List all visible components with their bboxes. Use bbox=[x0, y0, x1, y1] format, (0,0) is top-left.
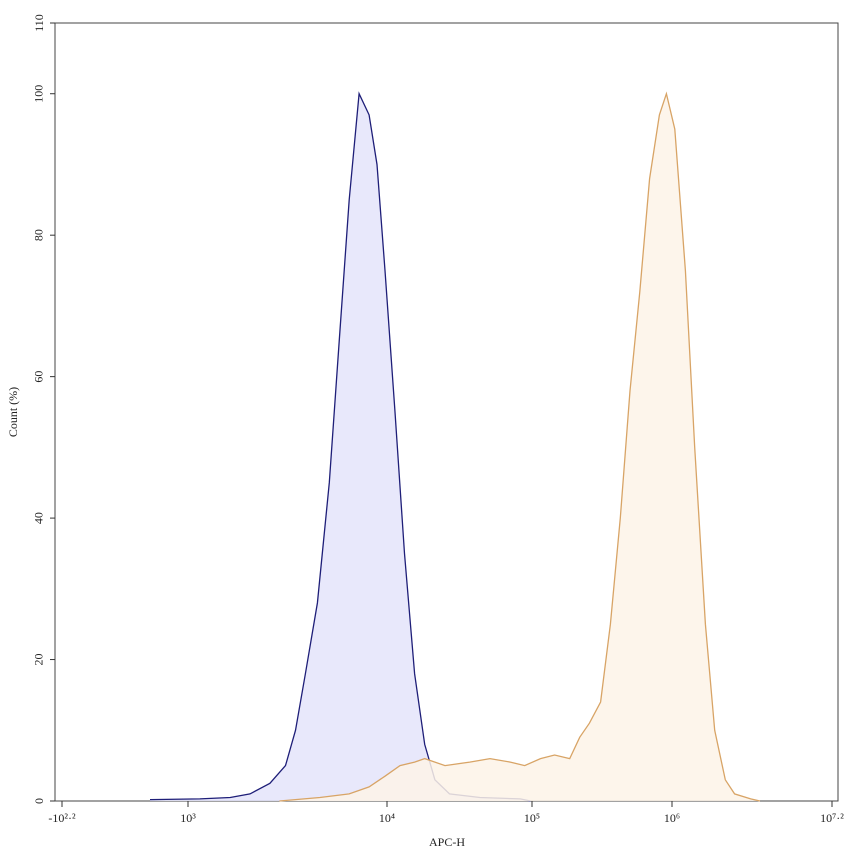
y-tick-label: 100 bbox=[32, 85, 46, 103]
y-tick-label: 40 bbox=[32, 512, 46, 524]
y-axis-label: Count (%) bbox=[6, 387, 20, 437]
series-area bbox=[150, 93, 531, 801]
x-tick-label: 10³ bbox=[180, 811, 196, 825]
plot-frame bbox=[54, 22, 839, 802]
y-tick-label: 110 bbox=[32, 14, 46, 32]
y-tick-label: 20 bbox=[32, 654, 46, 666]
x-tick-label: 10⁷·² bbox=[820, 811, 844, 825]
series-area bbox=[279, 93, 760, 801]
y-tick-label: 0 bbox=[32, 798, 46, 804]
x-axis-label: APC-H bbox=[429, 835, 465, 849]
y-tick-label: 60 bbox=[32, 371, 46, 383]
x-tick-label: 10⁶ bbox=[664, 811, 680, 825]
x-tick-label: 10⁴ bbox=[379, 811, 395, 825]
series-line bbox=[279, 91, 761, 802]
x-tick-label: 10⁵ bbox=[524, 811, 540, 825]
y-tick-label: 80 bbox=[32, 229, 46, 241]
x-tick-label: -10²·² bbox=[48, 811, 76, 825]
